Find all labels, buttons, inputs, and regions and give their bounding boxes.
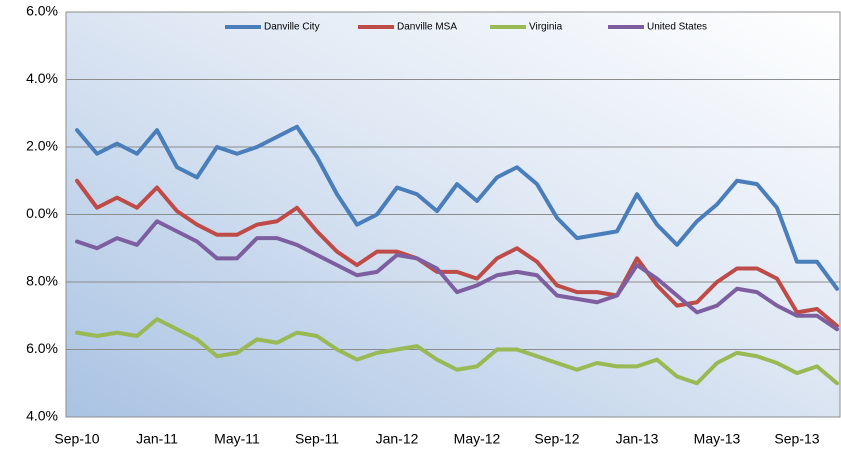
- series-line: [75, 219, 839, 332]
- x-tick-label: Sep-11: [295, 431, 339, 447]
- legend-label: United States: [647, 22, 707, 33]
- y-tick-label: 4.0%: [26, 408, 58, 424]
- legend-label: Danville MSA: [397, 22, 457, 33]
- x-tick-label: Jan-12: [376, 431, 419, 447]
- y-tick-label: 8.0%: [26, 273, 58, 289]
- legend-label: Virginia: [529, 22, 563, 33]
- series-line: [75, 317, 839, 386]
- x-tick-label: Jan-13: [616, 431, 659, 447]
- x-tick-label: May-13: [694, 431, 741, 447]
- x-tick-label: Sep-12: [534, 431, 579, 447]
- y-tick-label: 4.0%: [26, 70, 58, 86]
- y-tick-label: 2.0%: [26, 138, 58, 154]
- x-tick-label: May-12: [454, 431, 501, 447]
- legend-label: Danville City: [264, 22, 320, 33]
- x-tick-label: Sep-13: [774, 431, 819, 447]
- y-tick-label: 0.0%: [26, 205, 58, 221]
- y-tick-label: 6.0%: [26, 3, 58, 19]
- x-tick-label: Jan-11: [136, 431, 178, 447]
- series-line: [75, 178, 839, 328]
- x-tick-label: May-11: [214, 431, 260, 447]
- y-tick-label: 6.0%: [26, 340, 58, 356]
- series-line: [75, 124, 839, 291]
- x-tick-label: Sep-10: [54, 431, 99, 447]
